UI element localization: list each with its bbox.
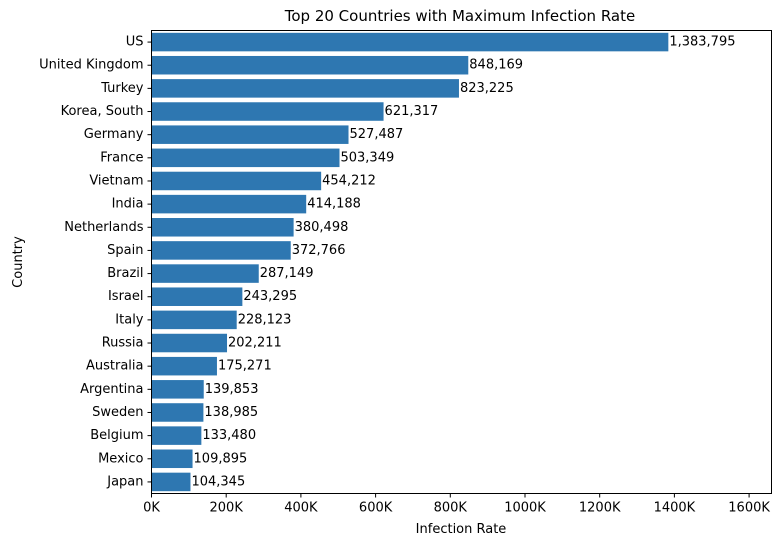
- bar: [151, 32, 669, 52]
- y-tick-label: Australia: [86, 359, 144, 374]
- y-tick-label: Korea, South: [61, 104, 144, 119]
- y-tick-label: Spain: [107, 243, 143, 258]
- x-tick-label: 200K: [210, 501, 244, 516]
- data-label: 138,985: [204, 405, 258, 420]
- bar: [151, 333, 228, 353]
- data-label: 228,123: [238, 312, 292, 327]
- bar: [151, 310, 237, 330]
- data-label: 287,149: [260, 266, 314, 281]
- chart-title: Top 20 Countries with Maximum Infection …: [284, 7, 635, 25]
- x-tick-label: 1600K: [728, 501, 770, 516]
- data-label: 823,225: [460, 81, 514, 96]
- x-tick-label: 1200K: [579, 501, 621, 516]
- y-tick-label: Vietnam: [89, 173, 143, 188]
- bar: [151, 148, 340, 168]
- bar: [151, 403, 204, 422]
- x-tick-label: 0K: [143, 501, 160, 516]
- data-label: 454,212: [322, 173, 376, 188]
- x-axis-title: Infection Rate: [416, 522, 507, 537]
- data-label: 109,895: [194, 451, 248, 466]
- bar: [151, 194, 307, 214]
- y-tick-label: France: [100, 150, 143, 165]
- plot-frame: [151, 30, 772, 494]
- x-tick-label: 800K: [434, 501, 468, 516]
- y-tick-label: Russia: [102, 336, 144, 351]
- x-tick-label: 400K: [284, 501, 318, 516]
- bar: [151, 426, 202, 445]
- x-tick-label: 1400K: [654, 501, 696, 516]
- y-tick-label: Belgium: [90, 428, 143, 443]
- data-label: 503,349: [340, 150, 394, 165]
- bar: [151, 102, 384, 121]
- bar: [151, 472, 191, 492]
- bar: [151, 218, 294, 237]
- x-tick-label: 1000K: [504, 501, 546, 516]
- data-label: 414,188: [307, 197, 361, 212]
- y-tick-label: Sweden: [92, 405, 143, 420]
- bar: [151, 356, 217, 376]
- bar: [151, 380, 204, 399]
- bar: [151, 125, 349, 144]
- bar: [151, 241, 291, 260]
- y-tick-label: India: [112, 197, 144, 212]
- y-axis-title: Country: [11, 236, 26, 288]
- bar: [151, 264, 259, 283]
- data-label: 133,480: [202, 428, 256, 443]
- y-tick-label: Israel: [108, 289, 144, 304]
- y-tick-label: Japan: [106, 474, 143, 489]
- y-tick-label: Argentina: [80, 382, 143, 397]
- data-label: 202,211: [228, 336, 282, 351]
- data-label: 372,766: [292, 243, 346, 258]
- bar: [151, 171, 322, 191]
- data-label: 243,295: [243, 289, 297, 304]
- data-labels: 1,383,795 848,169 823,225 621,317 527,487 503…: [191, 35, 735, 490]
- data-label: 175,271: [218, 359, 272, 374]
- y-tick-label: Turkey: [100, 81, 144, 96]
- y-tick-label: Italy: [115, 312, 144, 327]
- y-tick-label: Brazil: [107, 266, 143, 281]
- y-tick-labels: US United Kingdom Turkey Korea, South German…: [39, 35, 152, 489]
- y-tick-label: Mexico: [98, 451, 143, 466]
- bar: [151, 55, 469, 75]
- y-tick-label: US: [126, 35, 144, 50]
- data-label: 1,383,795: [669, 35, 735, 50]
- data-label: 104,345: [191, 474, 245, 489]
- data-label: 380,498: [295, 220, 349, 235]
- data-label: 139,853: [205, 382, 259, 397]
- y-tick-label: Germany: [84, 127, 144, 142]
- bar: [151, 287, 243, 306]
- x-ticks: 0K 200K 400K 600K 800K 1000K 1200K 1400K 1600K: [143, 493, 770, 516]
- data-label: 527,487: [350, 127, 404, 142]
- bar: [151, 79, 459, 98]
- y-tick-label: Netherlands: [64, 220, 143, 235]
- bars-group: [151, 32, 669, 492]
- y-tick-label: United Kingdom: [39, 58, 143, 73]
- data-label: 621,317: [385, 104, 439, 119]
- data-label: 848,169: [469, 58, 523, 73]
- bar: [151, 449, 193, 469]
- x-tick-label: 600K: [359, 501, 393, 516]
